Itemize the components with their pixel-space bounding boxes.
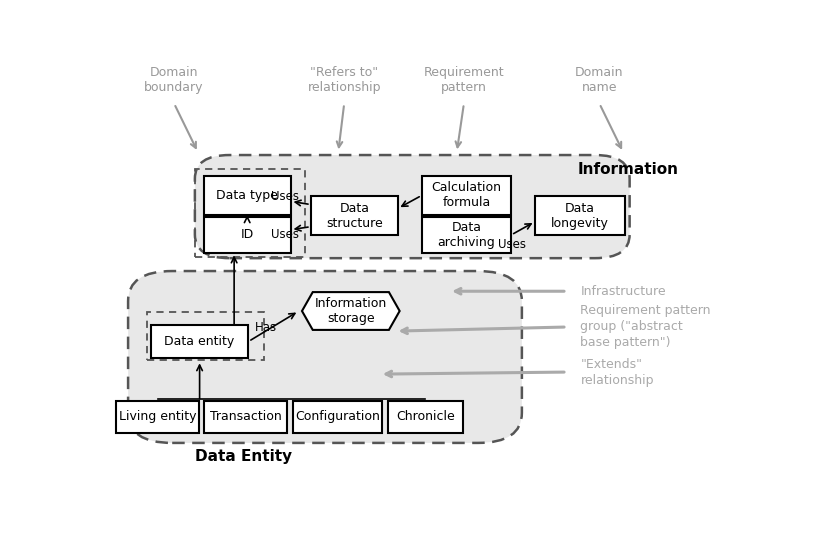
FancyBboxPatch shape xyxy=(311,196,398,235)
FancyBboxPatch shape xyxy=(422,218,511,253)
FancyBboxPatch shape xyxy=(116,401,199,433)
FancyBboxPatch shape xyxy=(204,401,288,433)
Polygon shape xyxy=(302,292,400,330)
Text: Has: Has xyxy=(254,321,277,334)
Text: Data
archiving: Data archiving xyxy=(437,221,495,249)
FancyBboxPatch shape xyxy=(204,176,291,215)
Text: Requirement pattern
group ("abstract
base pattern"): Requirement pattern group ("abstract bas… xyxy=(580,305,711,349)
Text: Data Entity: Data Entity xyxy=(195,449,292,464)
Text: "Refers to"
relationship: "Refers to" relationship xyxy=(307,66,381,94)
Text: Domain
boundary: Domain boundary xyxy=(145,66,204,94)
FancyBboxPatch shape xyxy=(150,325,249,358)
Text: Domain
name: Domain name xyxy=(575,66,624,94)
Text: Data
longevity: Data longevity xyxy=(551,201,609,230)
Text: "Extends"
relationship: "Extends" relationship xyxy=(580,358,654,387)
Text: Infrastructure: Infrastructure xyxy=(580,285,666,298)
Text: Requirement
pattern: Requirement pattern xyxy=(424,66,504,94)
Text: Chronicle: Chronicle xyxy=(396,411,454,424)
Text: Transaction: Transaction xyxy=(210,411,282,424)
FancyBboxPatch shape xyxy=(389,401,463,433)
Text: Calculation
formula: Calculation formula xyxy=(432,181,502,209)
Text: Uses: Uses xyxy=(272,190,299,203)
FancyBboxPatch shape xyxy=(535,196,624,235)
Text: Configuration: Configuration xyxy=(295,411,380,424)
Text: Uses: Uses xyxy=(272,228,299,241)
FancyBboxPatch shape xyxy=(195,155,629,258)
FancyBboxPatch shape xyxy=(128,271,522,443)
Text: ID: ID xyxy=(241,228,254,242)
Text: Uses: Uses xyxy=(498,238,526,251)
Text: Information
storage: Information storage xyxy=(315,297,387,325)
Text: Living entity: Living entity xyxy=(119,411,197,424)
Text: Information: Information xyxy=(577,162,678,177)
Text: Data type: Data type xyxy=(216,189,278,202)
FancyBboxPatch shape xyxy=(422,176,511,215)
FancyBboxPatch shape xyxy=(204,218,291,253)
Text: Data
structure: Data structure xyxy=(326,201,383,230)
FancyBboxPatch shape xyxy=(293,401,382,433)
Text: Data entity: Data entity xyxy=(164,335,235,348)
